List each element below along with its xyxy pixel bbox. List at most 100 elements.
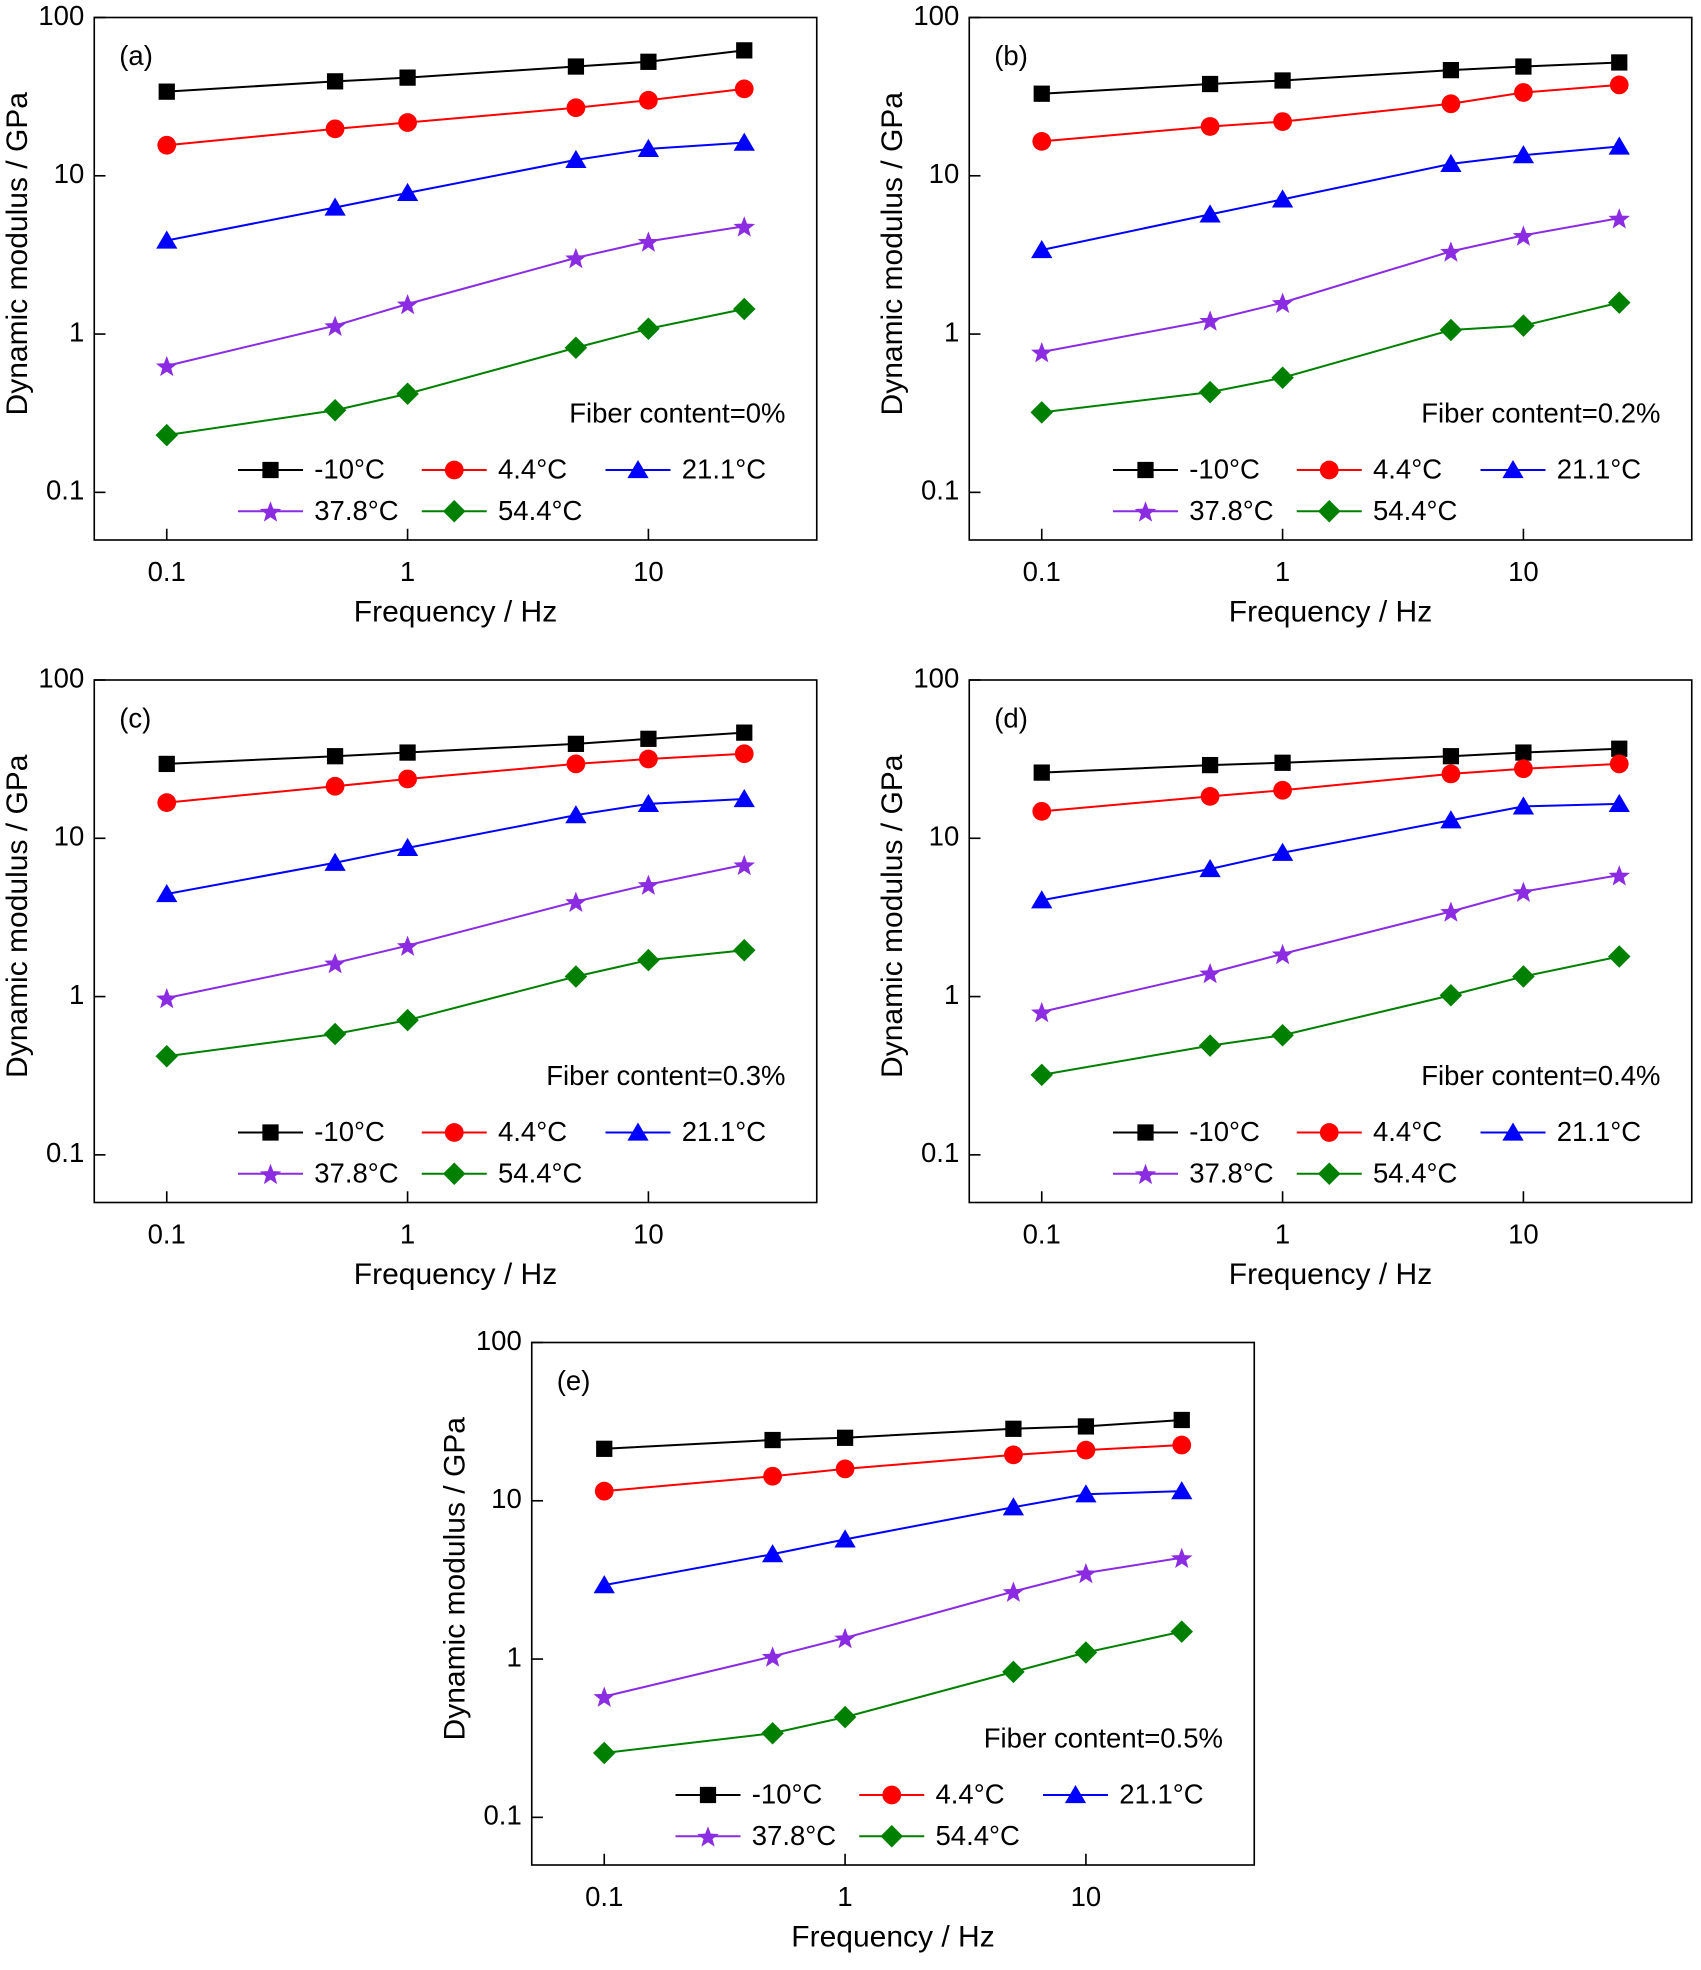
marker: [1198, 380, 1222, 404]
legend-label: 54.4°C: [498, 495, 582, 526]
marker: [565, 149, 587, 169]
legend-marker: [699, 1786, 717, 1804]
marker: [1171, 1547, 1193, 1568]
marker: [594, 1481, 614, 1501]
legend-label: 37.8°C: [314, 495, 398, 526]
legend-marker: [444, 460, 464, 480]
marker: [1440, 810, 1462, 829]
x-tick-label: 10: [1508, 1219, 1539, 1250]
legend-marker: [1319, 1123, 1339, 1142]
marker: [1609, 75, 1629, 95]
y-tick-label: 1: [69, 979, 84, 1010]
legend-item: 21.1°C: [1043, 1779, 1204, 1810]
legend-item: 4.4°C: [859, 1779, 1005, 1810]
marker: [396, 182, 419, 201]
panel-label: (e): [557, 1365, 591, 1396]
marker: [323, 1022, 347, 1046]
marker: [396, 294, 419, 315]
marker: [640, 730, 657, 747]
legend-marker: [443, 1162, 466, 1185]
marker: [763, 1466, 782, 1486]
marker: [1440, 901, 1462, 922]
marker: [1274, 72, 1291, 89]
marker: [567, 735, 585, 752]
annotation: Fiber content=0%: [569, 397, 785, 428]
y-tick-label: 0.1: [484, 1800, 522, 1831]
legend-marker: [880, 1825, 903, 1848]
y-axis-label: Dynamic modulus / GPa: [876, 754, 909, 1078]
legend-marker: [627, 460, 649, 479]
series-line: [166, 225, 745, 367]
legend-label: 54.4°C: [498, 1157, 582, 1188]
panel-label: (b): [994, 40, 1028, 71]
marker: [396, 382, 419, 405]
y-axis-label: Dynamic modulus / GPa: [1, 92, 34, 416]
marker: [1608, 208, 1630, 229]
x-axis-label: Frequency / Hz: [354, 596, 557, 629]
marker: [1273, 780, 1292, 800]
y-tick-label: 1: [506, 1641, 521, 1672]
x-tick-label: 1: [837, 1881, 852, 1912]
x-tick-label: 1: [400, 1219, 415, 1250]
legend-label: 21.1°C: [1557, 454, 1641, 485]
legend-marker: [1318, 1162, 1341, 1185]
marker: [1075, 1563, 1097, 1584]
marker: [1002, 1581, 1025, 1602]
legend-label: 37.8°C: [314, 1157, 398, 1188]
marker: [396, 935, 419, 956]
legend-label: 4.4°C: [1373, 1116, 1442, 1147]
marker: [566, 98, 586, 118]
marker: [1609, 754, 1629, 774]
legend-item: 54.4°C: [859, 1820, 1020, 1851]
series-line: [604, 1444, 1182, 1493]
series-line: [604, 1556, 1182, 1698]
legend-label: 4.4°C: [498, 454, 567, 485]
marker: [1512, 796, 1535, 815]
series-line: [166, 308, 745, 437]
marker: [639, 90, 658, 110]
marker: [1199, 963, 1221, 984]
marker: [1512, 314, 1535, 337]
series-line: [1041, 874, 1620, 1013]
chart-panel: 0.1 1 10 100 0.1 1 10 Frequency / Hz Dynamic mod…: [1, 662, 818, 1291]
series-line: [1041, 61, 1620, 95]
marker: [637, 317, 660, 341]
marker: [1004, 1445, 1023, 1465]
chart-panel: 0.1 1 10 100 0.1 1 10 Frequency / Hz Dynamic mod…: [876, 0, 1693, 629]
marker: [733, 854, 755, 876]
legend-label: 37.8°C: [752, 1820, 836, 1851]
marker: [733, 132, 755, 151]
x-axis-label: Frequency / Hz: [1229, 1258, 1432, 1291]
marker: [1031, 239, 1053, 259]
marker: [157, 135, 177, 155]
legend-item: 37.8°C: [1113, 1157, 1274, 1188]
marker: [1512, 145, 1535, 164]
legend-item: 37.8°C: [237, 1157, 399, 1188]
marker: [733, 789, 755, 808]
marker: [1611, 54, 1628, 71]
y-tick-label: 100: [38, 662, 84, 693]
legend-item: 21.1°C: [1480, 1116, 1641, 1147]
series-line: [1041, 217, 1620, 353]
marker: [1074, 1641, 1098, 1664]
chart-panel: 0.1 1 10 100 0.1 1 10 Frequency / Hz Dynamic mod…: [876, 662, 1693, 1291]
marker: [1075, 1484, 1097, 1503]
marker: [1271, 292, 1294, 313]
legend-marker: [1502, 460, 1524, 479]
legend-item: 4.4°C: [1296, 1116, 1442, 1147]
x-axis-label: Frequency / Hz: [1229, 596, 1432, 629]
marker: [1030, 1063, 1053, 1087]
marker: [155, 1044, 178, 1068]
marker: [398, 113, 417, 132]
x-tick-label: 1: [400, 556, 415, 587]
series-line: [166, 949, 745, 1058]
x-tick-label: 0.1: [148, 1219, 186, 1250]
annotation: Fiber content=0.3%: [546, 1060, 785, 1091]
legend-label: 54.4°C: [936, 1820, 1020, 1851]
x-tick-label: 0.1: [585, 1881, 623, 1912]
legend-item: 21.1°C: [1480, 454, 1641, 485]
marker: [1171, 1481, 1193, 1500]
legend-item: 54.4°C: [421, 495, 582, 526]
annotation: Fiber content=0.2%: [1421, 397, 1660, 428]
